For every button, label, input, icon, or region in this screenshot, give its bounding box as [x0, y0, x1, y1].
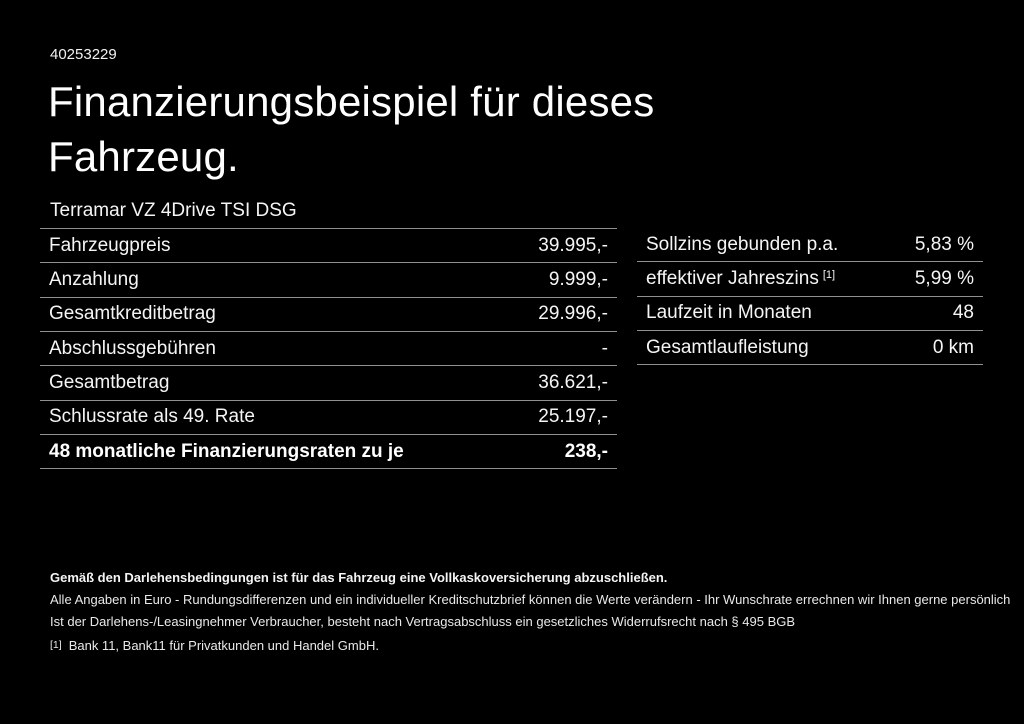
row-label: Sollzins gebunden p.a. [646, 233, 839, 255]
table-row-monthly-rate: 48 monatliche Finanzierungsraten zu je 2… [40, 435, 617, 470]
conditions-table: Sollzins gebunden p.a. 5,83 % effektiver… [637, 228, 983, 366]
row-value: - [601, 337, 608, 359]
footnote-marker: [1] [50, 639, 62, 651]
bank-footnote: [1] Bank 11, Bank11 für Privatkunden und … [50, 635, 1000, 658]
row-label: Abschlussgebühren [49, 337, 216, 359]
table-row: Schlussrate als 49. Rate 25.197,- [40, 401, 617, 435]
table-row: Gesamtbetrag 36.621,- [40, 366, 617, 401]
row-label: Gesamtbetrag [49, 371, 170, 393]
row-value: 39.995,- [538, 234, 608, 256]
table-row: Laufzeit in Monaten 48 [637, 297, 983, 331]
row-value: 9.999,- [548, 268, 608, 290]
disclaimer-withdrawal-note: Ist der Darlehens-/Leasingnehmer Verbrau… [50, 614, 796, 629]
disclaimer-euro-note: Alle Angaben in Euro - Rundungsdifferenz… [50, 592, 1011, 607]
vehicle-model-name: Terramar VZ 4Drive TSI DSG [50, 200, 297, 221]
document-number: 40253229 [50, 46, 117, 63]
row-label: Fahrzeugpreis [49, 234, 171, 256]
row-value: 238,- [564, 440, 608, 462]
table-row: Anzahlung 9.999,- [40, 263, 617, 298]
row-label: effektiver Jahreszins [1] [646, 267, 836, 289]
row-value: 0 km [932, 336, 974, 358]
row-label: Anzahlung [49, 268, 139, 290]
footnote-text: Bank 11, Bank11 für Privatkunden und Han… [68, 638, 379, 653]
table-row: Gesamtkreditbetrag 29.996,- [40, 298, 617, 332]
row-value: 48 [952, 302, 974, 324]
disclaimer-block: Gemäß den Darlehensbedingungen ist für d… [50, 567, 1011, 658]
row-value: 25.197,- [538, 406, 608, 428]
row-label: Gesamtkreditbetrag [49, 303, 216, 325]
table-row: Gesamtlaufleistung 0 km [637, 331, 983, 366]
footnote-reference: [1] [822, 268, 836, 281]
table-row: Fahrzeugpreis 39.995,- [40, 229, 617, 264]
disclaimer-insurance: Gemäß den Darlehensbedingungen ist für d… [50, 570, 668, 585]
financing-table: Fahrzeugpreis 39.995,- Anzahlung 9.999,-… [40, 228, 617, 470]
table-row: Abschlussgebühren - [40, 332, 617, 367]
table-row: effektiver Jahreszins [1] 5,99 % [637, 262, 983, 297]
row-label: Schlussrate als 49. Rate [49, 406, 255, 428]
row-label: 48 monatliche Finanzierungsraten zu je [49, 440, 404, 462]
row-value: 36.621,- [538, 371, 608, 393]
row-value: 29.996,- [538, 303, 608, 325]
row-value: 5,83 % [914, 233, 974, 255]
row-value: 5,99 % [914, 267, 974, 289]
page-title: Finanzierungsbeispiel für dieses Fahrzeu… [48, 78, 655, 180]
row-label: Gesamtlaufleistung [646, 336, 809, 358]
row-label: Laufzeit in Monaten [646, 302, 812, 324]
table-row: Sollzins gebunden p.a. 5,83 % [637, 228, 983, 263]
